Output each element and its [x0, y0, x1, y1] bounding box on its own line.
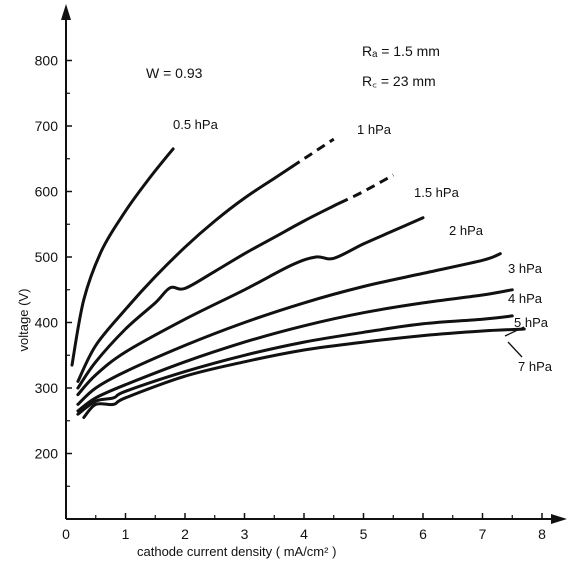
series-label: 5 hPa [514, 315, 549, 330]
series-label: 2 hPa [449, 223, 484, 238]
y-axis-arrow [61, 4, 71, 20]
series-line-1-5-hpa-extrapolated [339, 173, 395, 205]
series-line-1-hpa [76, 165, 294, 383]
x-tick-label: 5 [360, 526, 368, 542]
annotation-rc: R꜀ = 23 mm [362, 73, 436, 89]
series-label-leader [507, 341, 523, 358]
x-tick-label: 2 [181, 526, 189, 542]
x-tick-label: 1 [122, 526, 130, 542]
series-line-1-5-hpa [76, 201, 342, 390]
x-tick-label: 8 [538, 526, 546, 542]
x-tick-label: 4 [300, 526, 308, 542]
series-line-7-hpa [82, 327, 526, 419]
series-label: 7 hPa [518, 359, 553, 374]
series-line-0-5-hpa [70, 147, 175, 367]
series-line-4-hpa [76, 288, 514, 413]
x-tick-label: 0 [62, 526, 70, 542]
x-tick-label: 6 [419, 526, 427, 542]
series-label: 4 hPa [508, 291, 543, 306]
x-axis-label: cathode current density ( mA/cm² ) [137, 544, 336, 559]
series-labels: 0.5 hPa 1 hPa 1.5 hPa 2 hPa 3 hPa 4 hPa 5 hPa 7… [173, 117, 553, 374]
y-tick-label: 300 [35, 380, 59, 396]
y-tick-label: 500 [35, 249, 59, 265]
series-label: 3 hPa [508, 261, 543, 276]
series-line-2-hpa [76, 216, 425, 397]
series-label: 1.5 hPa [414, 185, 460, 200]
y-tick-label: 700 [35, 118, 59, 134]
y-axis-label: voltage (V) [16, 289, 31, 352]
x-tick-label: 7 [479, 526, 487, 542]
series-line-5-hpa [76, 314, 514, 416]
annotation-w: W = 0.93 [146, 65, 203, 81]
y-tick-label: 800 [35, 53, 59, 69]
ticks: 0 1 2 3 4 5 6 7 8 200 300 400 500 600 700 800 [35, 53, 546, 543]
y-tick-label: 600 [35, 184, 59, 200]
series-label-leader [504, 326, 525, 337]
series-line-3-hpa [76, 252, 502, 406]
axes [61, 4, 567, 524]
y-tick-label: 400 [35, 315, 59, 331]
series-lines [70, 137, 526, 419]
series-label: 0.5 hPa [173, 117, 219, 132]
x-tick-label: 3 [241, 526, 249, 542]
x-axis-arrow [551, 514, 567, 524]
series-label: 1 hPa [357, 122, 392, 137]
annotation-ra: Rₐ = 1.5 mm [362, 43, 440, 59]
series-line-1-hpa-extrapolated [291, 137, 335, 168]
y-tick-label: 200 [35, 446, 59, 462]
